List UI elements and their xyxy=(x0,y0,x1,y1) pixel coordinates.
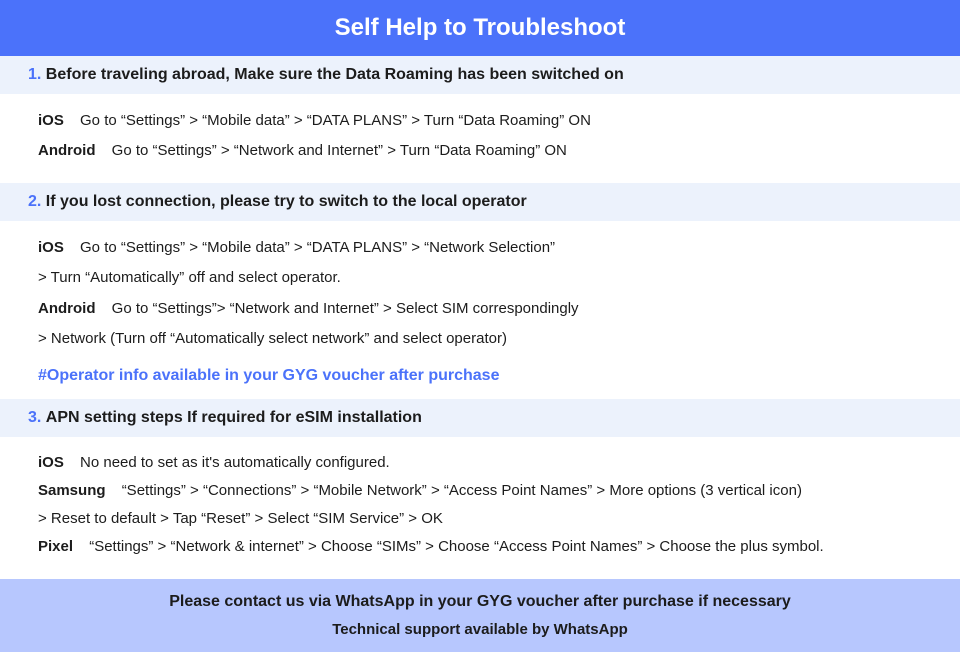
platform-label: iOS xyxy=(38,239,64,256)
platform-label: Android xyxy=(38,142,96,159)
footer-line2: Technical support available by WhatsApp xyxy=(0,621,960,638)
section-1-rest: Make sure the Data Roaming has been swit… xyxy=(234,66,623,83)
instruction-text: Go to “Settings” > “Network and Internet… xyxy=(112,142,567,159)
instruction-row: > Network (Turn off “Automatically selec… xyxy=(38,326,922,352)
page-header: Self Help to Troubleshoot xyxy=(0,0,960,56)
section-3-bold: APN setting steps If required for eSIM i… xyxy=(46,409,422,426)
instruction-text: Go to “Settings” > “Mobile data” > “DATA… xyxy=(80,112,591,129)
instruction-row: > Turn “Automatically” off and select op… xyxy=(38,265,922,291)
instruction-row: > Reset to default > Tap “Reset” > Selec… xyxy=(38,507,922,531)
section-1-number: 1. xyxy=(28,66,41,83)
section-1-bold: Before traveling abroad, xyxy=(46,66,230,83)
instruction-text: > Network (Turn off “Automatically selec… xyxy=(38,330,507,347)
instruction-row: Android Go to “Settings” > “Network and … xyxy=(38,138,922,164)
platform-label: iOS xyxy=(38,454,64,471)
instruction-row: Android Go to “Settings”> “Network and I… xyxy=(38,296,922,322)
platform-label: Samsung xyxy=(38,482,106,499)
section-2-number: 2. xyxy=(28,193,41,210)
instruction-row: Samsung “Settings” > “Connections” > “Mo… xyxy=(38,479,922,503)
instruction-row: Pixel “Settings” > “Network & internet” … xyxy=(38,535,922,559)
instruction-text: “Settings” > “Network & internet” > Choo… xyxy=(89,538,823,555)
instruction-text: Go to “Settings” > “Mobile data” > “DATA… xyxy=(80,239,555,256)
instruction-text: No need to set as it's automatically con… xyxy=(80,454,390,471)
platform-label: iOS xyxy=(38,112,64,129)
instruction-row: iOS Go to “Settings” > “Mobile data” > “… xyxy=(38,235,922,261)
instruction-text: Go to “Settings”> “Network and Internet”… xyxy=(112,300,579,317)
footer-line1: Please contact us via WhatsApp in your G… xyxy=(0,593,960,611)
instruction-text: “Settings” > “Connections” > “Mobile Net… xyxy=(122,482,802,499)
section-3-body: iOS No need to set as it's automatically… xyxy=(0,437,960,579)
section-2-bold: If you lost connection, please try to sw… xyxy=(46,193,527,210)
instruction-text: > Turn “Automatically” off and select op… xyxy=(38,269,341,286)
instruction-text: > Reset to default > Tap “Reset” > Selec… xyxy=(38,510,443,527)
operator-note: #Operator info available in your GYG vou… xyxy=(0,361,960,399)
instruction-row: iOS Go to “Settings” > “Mobile data” > “… xyxy=(38,108,922,134)
section-3-number: 3. xyxy=(28,409,41,426)
instruction-row: iOS No need to set as it's automatically… xyxy=(38,451,922,475)
section-1-body: iOS Go to “Settings” > “Mobile data” > “… xyxy=(0,94,960,183)
section-3-head: 3. APN setting steps If required for eSI… xyxy=(0,399,960,437)
page-footer: Please contact us via WhatsApp in your G… xyxy=(0,579,960,652)
platform-label: Pixel xyxy=(38,538,73,555)
section-1-head: 1. Before traveling abroad, Make sure th… xyxy=(0,56,960,94)
platform-label: Android xyxy=(38,300,96,317)
page-title: Self Help to Troubleshoot xyxy=(335,14,626,41)
section-2-head: 2. If you lost connection, please try to… xyxy=(0,183,960,221)
section-2-body: iOS Go to “Settings” > “Mobile data” > “… xyxy=(0,221,960,361)
